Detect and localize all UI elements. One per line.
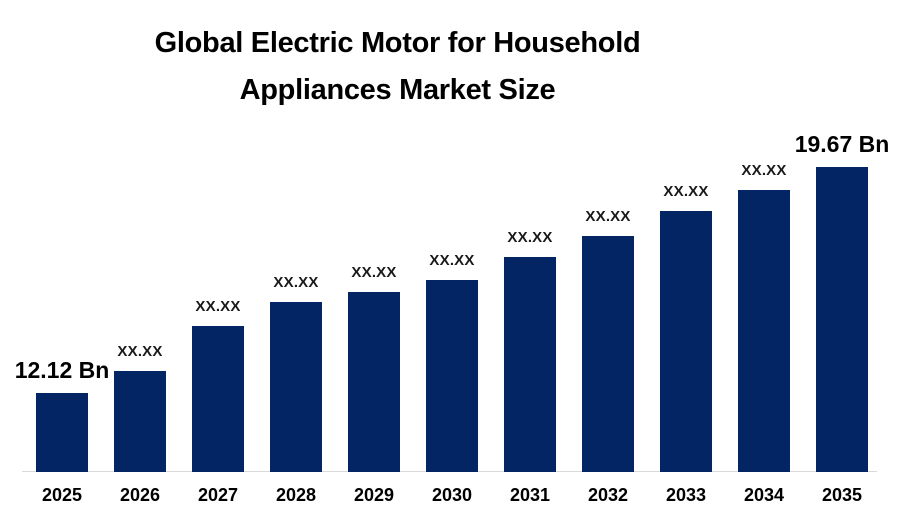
bar-2034	[738, 190, 790, 472]
bar-value-label-2029: XX.XX	[351, 264, 397, 281]
bar-2032	[582, 236, 634, 472]
bar-2025	[36, 393, 88, 472]
bar-2031	[504, 257, 556, 472]
bar-2026	[114, 371, 166, 472]
bar-value-label-2035: 19.67 Bn	[794, 131, 890, 157]
x-tick-label-2034: 2034	[743, 485, 785, 505]
x-tick-label-2026: 2026	[119, 485, 161, 505]
bar-2035	[816, 167, 868, 472]
x-tick-label-2027: 2027	[197, 485, 239, 505]
x-tick-label-2031: 2031	[509, 485, 551, 505]
bar-value-label-2026: XX.XX	[117, 343, 163, 360]
bar-value-label-2028: XX.XX	[273, 274, 319, 291]
bar-value-label-2033: XX.XX	[663, 183, 709, 200]
bar-value-label-2027: XX.XX	[195, 298, 241, 315]
bar-value-label-2034: XX.XX	[741, 162, 787, 179]
bar-value-label-2032: XX.XX	[585, 208, 631, 225]
bar-2033	[660, 211, 712, 472]
bar-2027	[192, 326, 244, 472]
bar-value-label-2030: XX.XX	[429, 252, 475, 269]
x-tick-label-2028: 2028	[275, 485, 317, 505]
x-tick-label-2032: 2032	[587, 485, 629, 505]
bar-2030	[426, 280, 478, 472]
bar-2028	[270, 302, 322, 472]
chart-title-line2: Appliances Market Size	[239, 74, 556, 106]
bar-2029	[348, 292, 400, 472]
x-tick-label-2025: 2025	[41, 485, 83, 505]
bar-value-label-2025: 12.12 Bn	[14, 357, 110, 383]
x-tick-label-2035: 2035	[821, 485, 863, 505]
chart-title: Global Electric Motor for Household Appl…	[45, 20, 750, 114]
x-tick-label-2030: 2030	[431, 485, 473, 505]
x-tick-label-2033: 2033	[665, 485, 707, 505]
x-tick-label-2029: 2029	[353, 485, 395, 505]
chart-title-line1: Global Electric Motor for Household	[154, 27, 641, 59]
bar-value-label-2031: XX.XX	[507, 229, 553, 246]
